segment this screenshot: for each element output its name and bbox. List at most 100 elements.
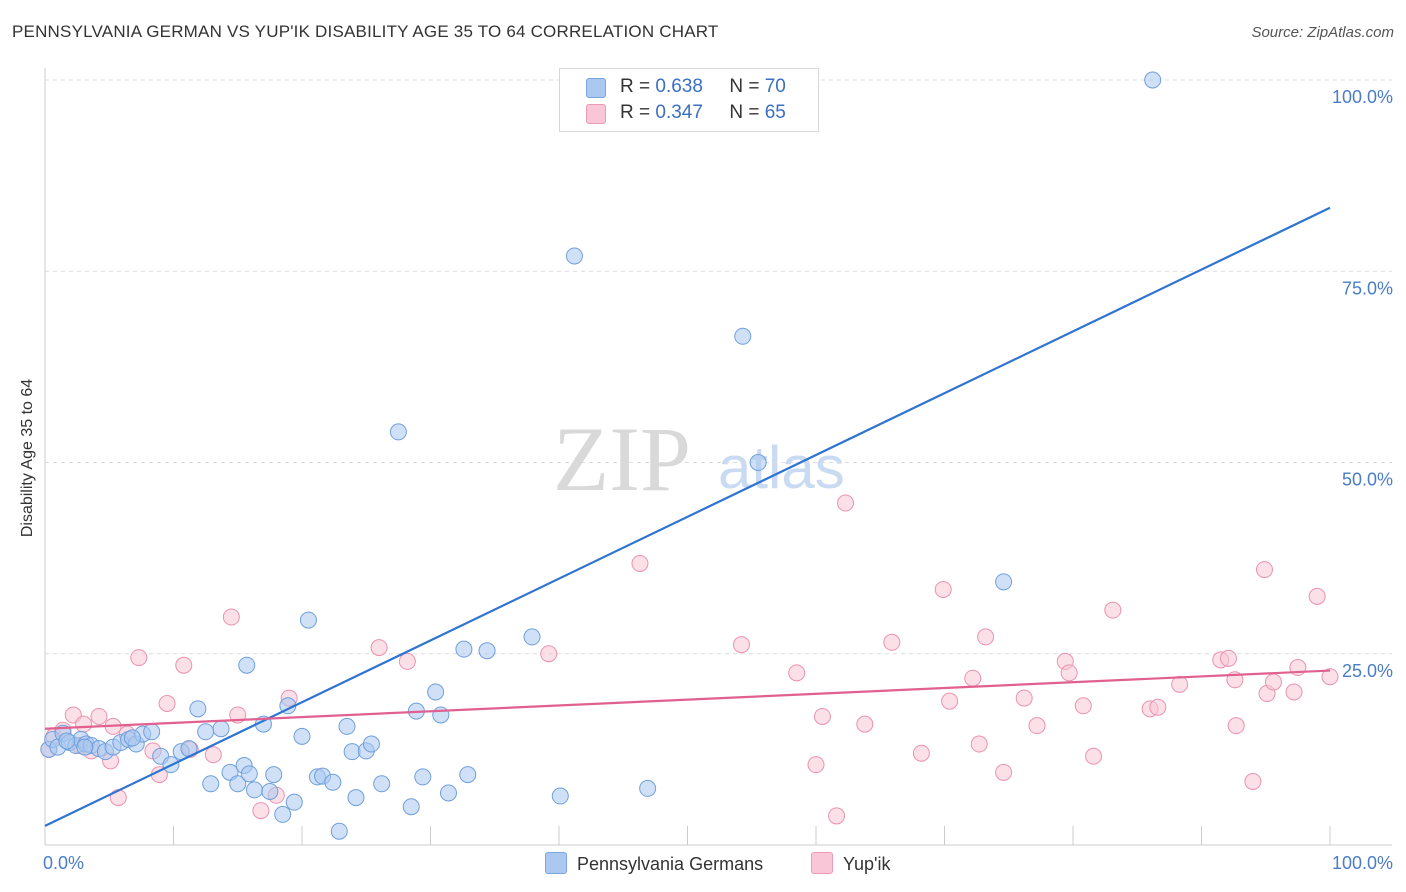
- pennsylvania-german-point: [439, 784, 457, 802]
- yupik-point: [934, 580, 952, 598]
- legend-n-label: N =: [729, 102, 760, 123]
- grid-lines: [45, 79, 1392, 655]
- yupik-point: [1149, 698, 1167, 716]
- pennsylvania-german-point: [285, 793, 303, 811]
- yupik-point: [856, 715, 874, 733]
- yupik-point: [252, 802, 270, 820]
- source-credit: Source: ZipAtlas.com: [1251, 24, 1394, 41]
- yupik-point: [995, 763, 1013, 781]
- yupik-point: [964, 669, 982, 687]
- pennsylvania-german-point: [293, 727, 311, 745]
- pennsylvania-german-point: [274, 805, 292, 823]
- yupik-point: [1308, 587, 1326, 605]
- yupik-point: [398, 652, 416, 670]
- pennsylvania-german-point: [143, 723, 161, 741]
- yupik-point: [941, 692, 959, 710]
- x-tick-label: 0.0%: [43, 853, 84, 873]
- pennsylvania-german-point: [639, 779, 657, 797]
- pennsylvania-german-point: [338, 717, 356, 735]
- yupik-point: [222, 608, 240, 626]
- pennsylvania-german-point: [76, 738, 94, 756]
- watermark-zip: ZIP: [553, 408, 691, 510]
- series-swatch-blue: [545, 852, 567, 874]
- tick-labels: 25.0% 50.0% 75.0% 100.0% 0.0% 100.0%: [43, 87, 1393, 873]
- pennsylvania-german-point: [299, 611, 317, 629]
- pennsylvania-german-point: [330, 822, 348, 840]
- pennsylvania-german-point: [455, 640, 473, 658]
- yupik-point: [807, 756, 825, 774]
- pennsylvania-german-point: [478, 642, 496, 660]
- yupik-point: [1028, 717, 1046, 735]
- pennsylvania-german-point: [402, 798, 420, 816]
- yupik-point: [1060, 664, 1078, 682]
- pennsylvania-german-point: [245, 781, 263, 799]
- yupik-point: [90, 707, 108, 725]
- yupik-point: [75, 715, 93, 733]
- pennsylvania-german-point: [343, 743, 361, 761]
- pennsylvania-german-point: [261, 782, 279, 800]
- pennsylvania-german-point: [324, 773, 342, 791]
- pennsylvania-german-point: [414, 768, 432, 786]
- yupik-point: [788, 664, 806, 682]
- yupik-point: [1104, 601, 1122, 619]
- pennsylvania-german-point: [265, 766, 283, 784]
- yupik-point: [828, 807, 846, 825]
- pennsylvania-german-point: [197, 723, 215, 741]
- x-tick-label: 100.0%: [1332, 853, 1393, 873]
- pennsylvania-german-points: [40, 71, 1162, 840]
- series-legend-yupik: Yup'ik: [811, 852, 890, 875]
- yupik-point: [175, 656, 193, 674]
- yupik-point: [109, 789, 127, 807]
- pennsylvania-german-point: [995, 573, 1013, 591]
- legend-n-value: 70: [764, 76, 786, 97]
- pennsylvania-german-point: [432, 706, 450, 724]
- pennsylvania-german-point: [389, 423, 407, 441]
- yupik-point: [732, 636, 750, 654]
- legend-n-label: N =: [729, 76, 760, 97]
- legend-r-value: 0.638: [655, 76, 703, 97]
- yupik-points: [40, 494, 1339, 825]
- pennsylvania-german-point: [123, 729, 141, 747]
- trend-lines: [44, 206, 1331, 827]
- yupik-point: [837, 494, 855, 512]
- yupik-point: [1074, 697, 1092, 715]
- yupik-point: [912, 744, 930, 762]
- yupik-point: [130, 649, 148, 667]
- yupik-point: [813, 707, 831, 725]
- y-tick-label: 25.0%: [1342, 661, 1393, 681]
- legend-r-value: 0.347: [655, 102, 703, 123]
- pennsylvania-german-point: [373, 775, 391, 793]
- yupik-point: [1085, 747, 1103, 765]
- yupik-point: [1219, 649, 1237, 667]
- yupik-point: [370, 639, 388, 657]
- pennsylvania-german-point: [58, 732, 76, 750]
- yupik-point: [631, 554, 649, 572]
- pennsylvania-german-trend-line: [44, 206, 1331, 827]
- series-swatch-pink: [811, 852, 833, 874]
- legend-r-label: R =: [620, 102, 651, 123]
- axes: [44, 68, 1392, 846]
- yupik-point: [1171, 675, 1189, 693]
- chart-title: PENNSYLVANIA GERMAN VS YUP'IK DISABILITY…: [12, 22, 719, 41]
- watermark-atlas: atlas: [718, 434, 845, 501]
- yupik-point: [1321, 668, 1339, 686]
- y-tick-label: 100.0%: [1332, 87, 1393, 107]
- pennsylvania-german-point: [565, 247, 583, 265]
- legend-swatch-blue: [586, 78, 606, 98]
- yupik-point: [1264, 673, 1282, 691]
- yupik-point: [977, 628, 995, 646]
- pennsylvania-german-point: [1144, 71, 1162, 89]
- pennsylvania-german-point: [459, 766, 477, 784]
- yupik-point: [1015, 689, 1033, 707]
- pennsylvania-german-point: [347, 789, 365, 807]
- pennsylvania-german-point: [362, 735, 380, 753]
- series-name-pennsylvania-germans: Pennsylvania Germans: [577, 854, 764, 874]
- yupik-trend-line: [44, 669, 1331, 730]
- series-name-yupik: Yup'ik: [843, 854, 891, 874]
- yupik-point: [158, 694, 176, 712]
- yupik-point: [1244, 773, 1262, 791]
- pennsylvania-german-point: [229, 775, 247, 793]
- yupik-point: [970, 735, 988, 753]
- legend-n-value: 65: [764, 102, 786, 123]
- pennsylvania-german-point: [238, 656, 256, 674]
